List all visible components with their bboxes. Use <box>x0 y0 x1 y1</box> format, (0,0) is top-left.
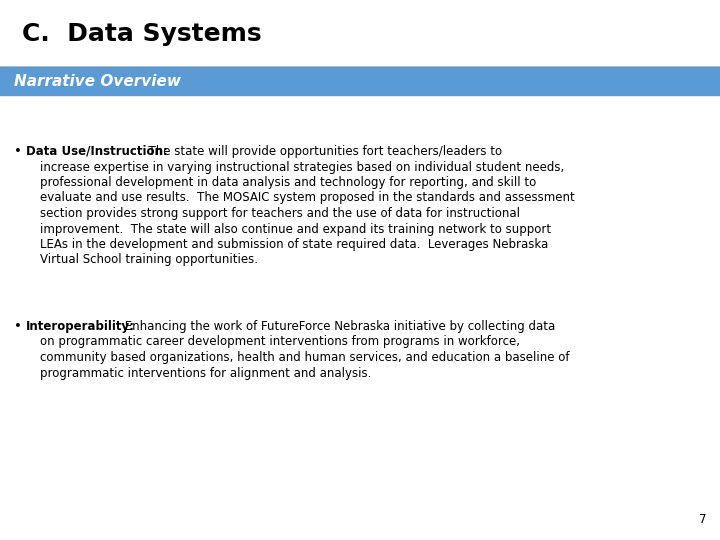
Text: professional development in data analysis and technology for reporting, and skil: professional development in data analysi… <box>40 176 536 189</box>
Text: Virtual School training opportunities.: Virtual School training opportunities. <box>40 253 258 267</box>
Text: Data Use/Instruction:: Data Use/Instruction: <box>26 145 168 158</box>
Text: Narrative Overview: Narrative Overview <box>14 73 181 89</box>
Text: Enhancing the work of FutureForce Nebraska initiative by collecting data: Enhancing the work of FutureForce Nebras… <box>121 320 555 333</box>
Text: •: • <box>14 145 22 158</box>
Text: 7: 7 <box>698 513 706 526</box>
Text: The state will provide opportunities fort teachers/leaders to: The state will provide opportunities for… <box>141 145 502 158</box>
Text: programmatic interventions for alignment and analysis.: programmatic interventions for alignment… <box>40 367 372 380</box>
Text: •: • <box>14 320 22 333</box>
Text: improvement.  The state will also continue and expand its training network to su: improvement. The state will also continu… <box>40 222 551 235</box>
Text: C.  Data Systems: C. Data Systems <box>22 22 261 45</box>
Text: Interoperability:: Interoperability: <box>26 320 135 333</box>
Text: on programmatic career development interventions from programs in workforce,: on programmatic career development inter… <box>40 335 520 348</box>
Text: community based organizations, health and human services, and education a baseli: community based organizations, health an… <box>40 351 570 364</box>
Text: evaluate and use results.  The MOSAIC system proposed in the standards and asses: evaluate and use results. The MOSAIC sys… <box>40 192 575 205</box>
Text: section provides strong support for teachers and the use of data for instruction: section provides strong support for teac… <box>40 207 520 220</box>
Bar <box>0 67 720 95</box>
Bar <box>0 0 720 67</box>
Text: LEAs in the development and submission of state required data.  Leverages Nebras: LEAs in the development and submission o… <box>40 238 548 251</box>
Text: increase expertise in varying instructional strategies based on individual stude: increase expertise in varying instructio… <box>40 160 564 173</box>
